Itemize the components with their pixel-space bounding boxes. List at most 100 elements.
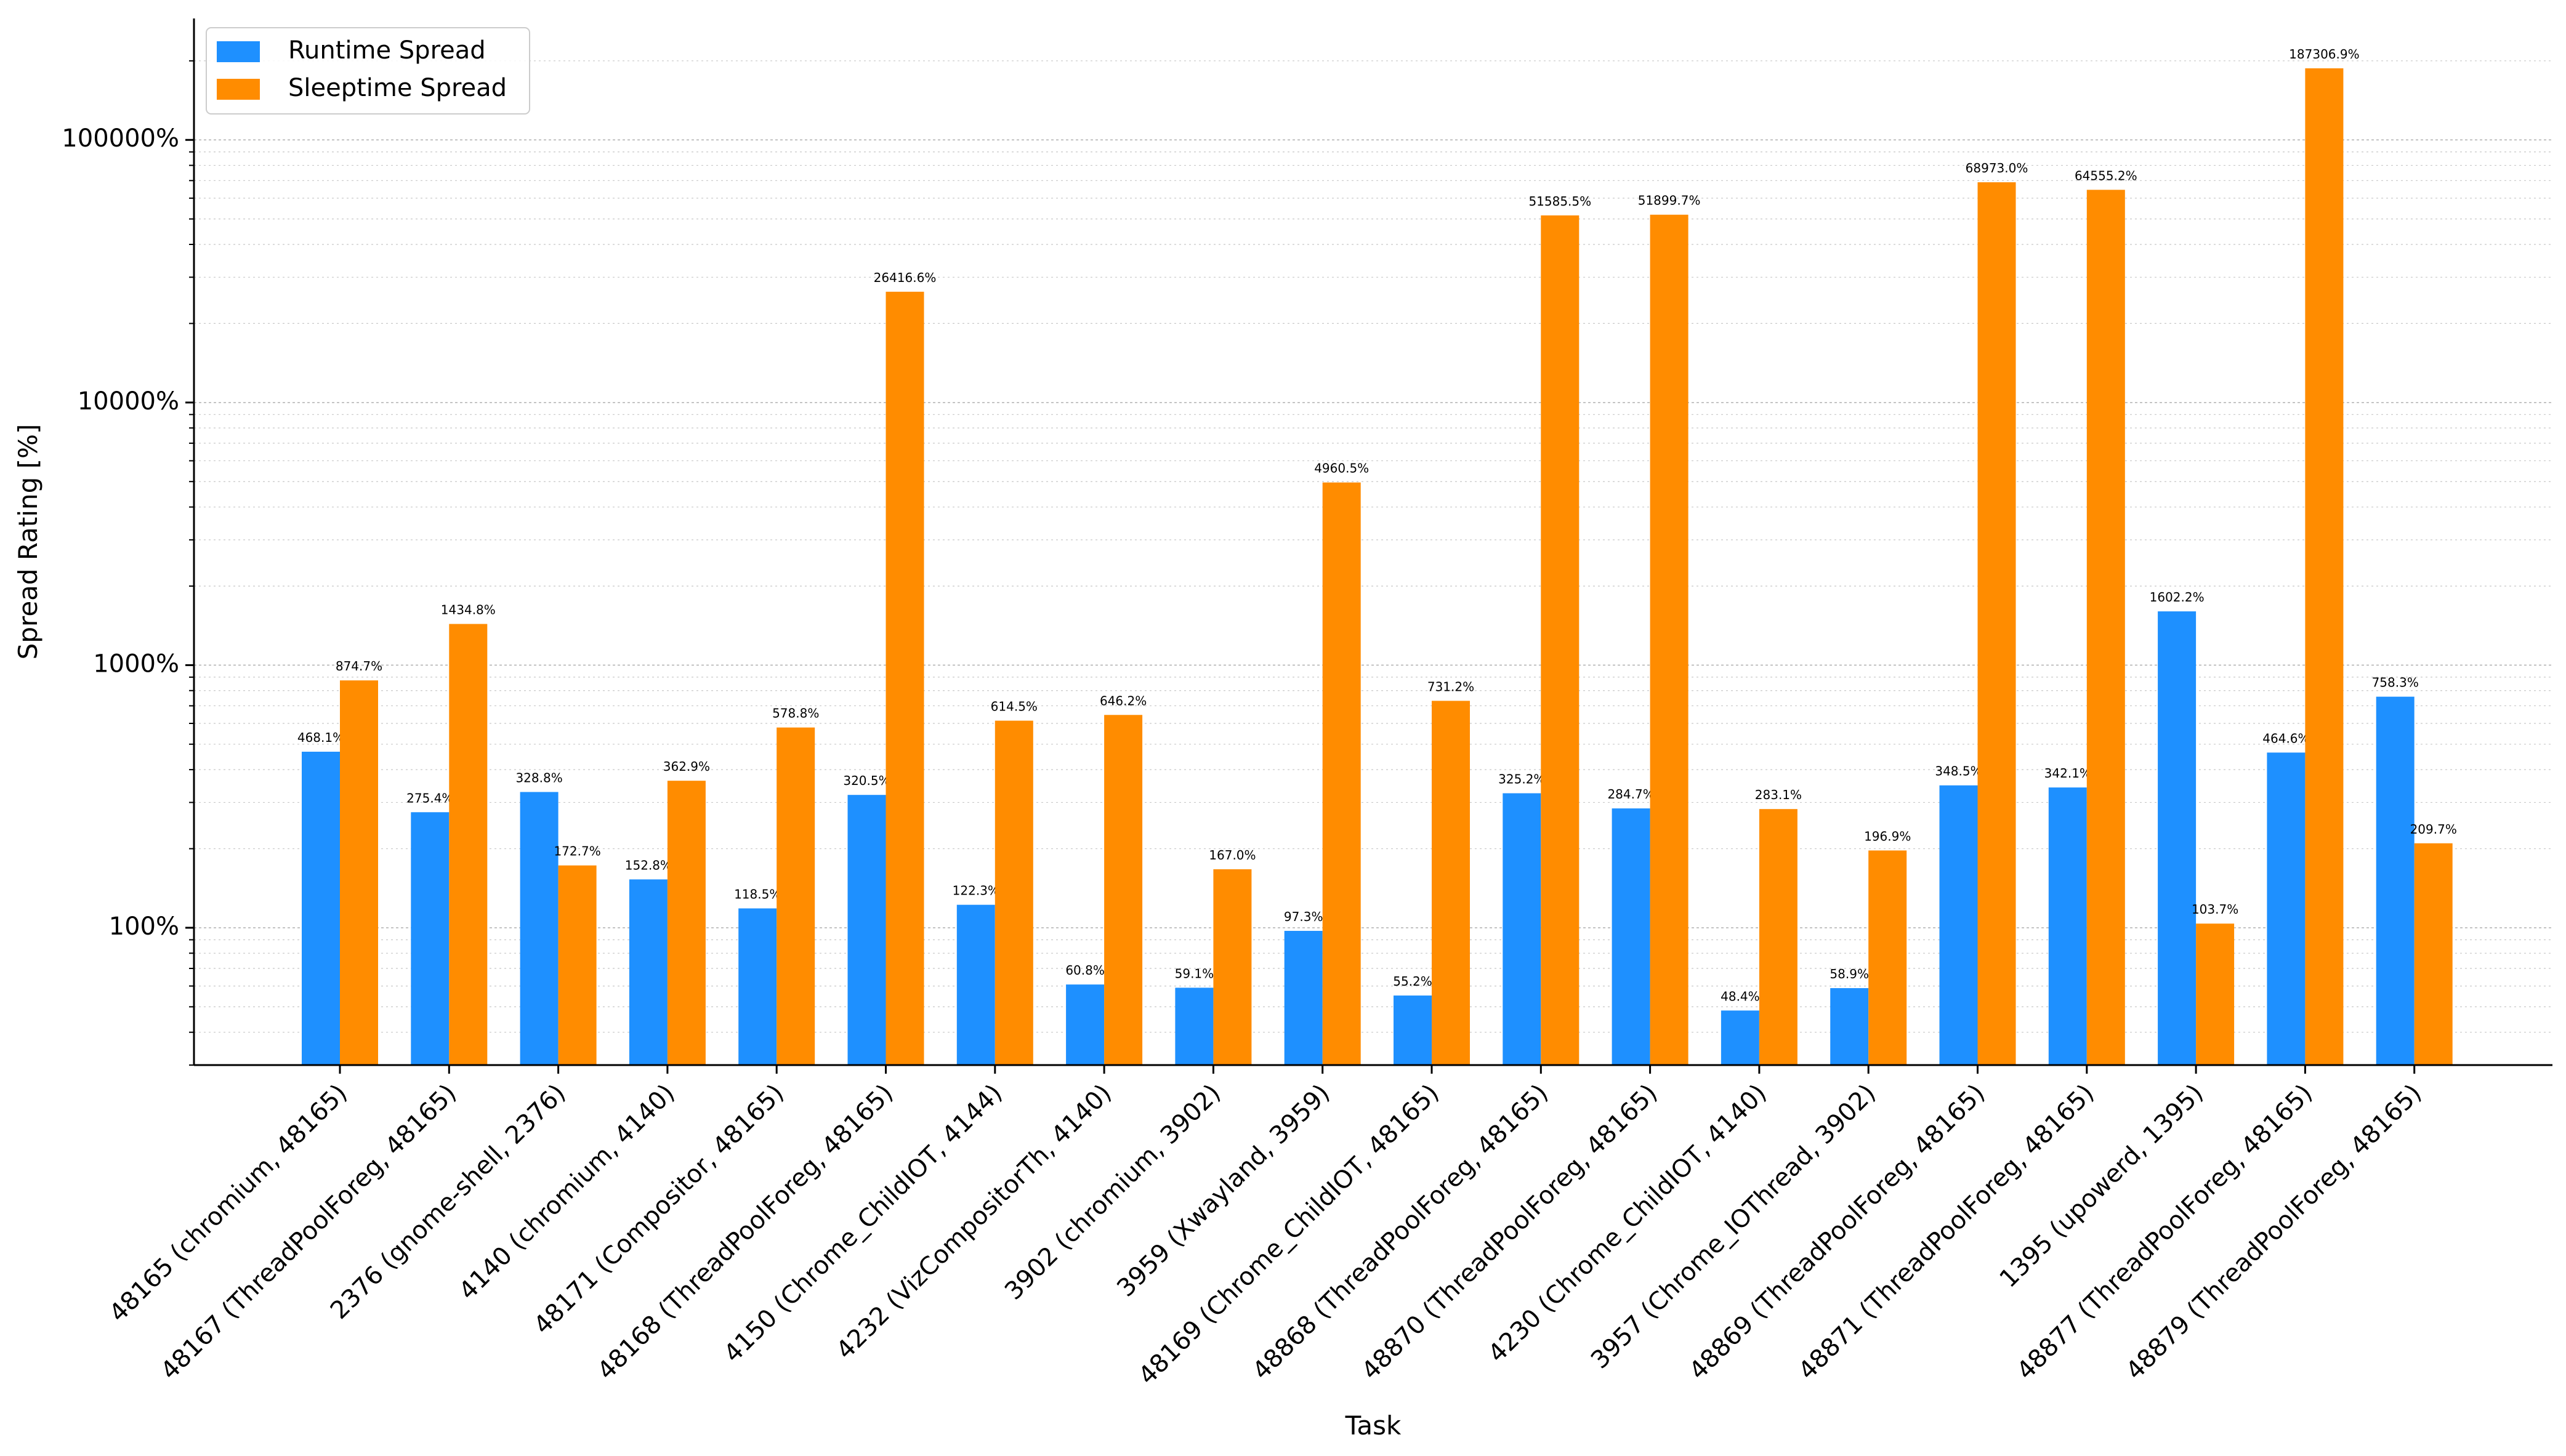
bar-sleeptime — [1322, 482, 1361, 1065]
bar-value-label: 464.6% — [2262, 731, 2309, 746]
axes-layer — [193, 18, 2552, 1066]
x-axis-label: Task — [1345, 1410, 1402, 1441]
bar-value-label: 283.1% — [1755, 787, 1802, 802]
y-axis-label: Spread Rating [%] — [13, 424, 43, 660]
y-tick-label: 1000% — [93, 650, 179, 678]
bar-value-label: 58.9% — [1830, 967, 1869, 981]
bar-sleeptime — [340, 680, 378, 1065]
bar-runtime — [1066, 984, 1105, 1065]
bar-value-label: 26416.6% — [874, 270, 937, 285]
bars-layer: 468.1% 874.7% 275.4% 1434.8% 328.8% 172.7% 152… — [297, 47, 2457, 1066]
bar-sleeptime — [2305, 68, 2344, 1065]
legend-swatch-runtime — [217, 41, 260, 62]
bar-sleeptime — [1868, 850, 1907, 1065]
bar-runtime — [956, 904, 995, 1065]
bar-value-label: 152.8% — [625, 858, 672, 872]
bar-sleeptime — [1104, 715, 1143, 1065]
bar-sleeptime — [1977, 182, 2016, 1066]
legend-swatch-sleeptime — [217, 79, 260, 100]
bar-value-label: 1434.8% — [441, 603, 496, 617]
bar-value-label: 64555.2% — [2075, 168, 2137, 183]
bar-sleeptime — [1541, 215, 1580, 1065]
bar-runtime — [2267, 752, 2306, 1065]
bar-value-label: 51899.7% — [1638, 193, 1701, 208]
bar-value-label: 731.2% — [1427, 679, 1474, 694]
bar-value-label: 59.1% — [1175, 966, 1214, 981]
bar-value-label: 187306.9% — [2289, 47, 2359, 62]
bar-value-label: 362.9% — [663, 759, 710, 774]
bar-sleeptime — [777, 727, 815, 1065]
bar-value-label: 48.4% — [1721, 989, 1760, 1004]
bar-value-label: 342.1% — [2044, 766, 2091, 781]
bar-sleeptime — [667, 781, 706, 1065]
bar-sleeptime — [995, 720, 1033, 1065]
bar-runtime — [1175, 987, 1214, 1065]
bar-runtime — [1503, 793, 1541, 1065]
bar-value-label: 325.2% — [1498, 771, 1545, 786]
bar-sleeptime — [558, 865, 597, 1065]
x-tick-label: 3959 (Xwayland, 3959) — [1112, 1079, 1335, 1302]
bar-value-label: 167.0% — [1209, 848, 1256, 863]
x-tick-label: 2376 (gnome-shell, 2376) — [325, 1079, 571, 1325]
bar-runtime — [2048, 787, 2087, 1065]
bar-runtime — [1830, 988, 1869, 1065]
bar-sleeptime — [2196, 923, 2235, 1065]
bar-value-label: 874.7% — [336, 659, 382, 674]
grid-layer — [194, 60, 2552, 1066]
bar-runtime — [302, 752, 340, 1065]
bar-value-label: 284.7% — [1607, 787, 1654, 802]
bar-sleeptime — [2086, 190, 2125, 1065]
bar-value-label: 758.3% — [2372, 675, 2419, 690]
x-tick-label: 1395 (upowerd, 1395) — [1995, 1079, 2209, 1293]
bar-value-label: 348.5% — [1935, 764, 1982, 779]
bar-sleeptime — [1213, 869, 1252, 1065]
bar-value-label: 103.7% — [2192, 902, 2238, 917]
bar-value-label: 275.4% — [406, 790, 453, 805]
bar-value-label: 51585.5% — [1528, 194, 1591, 209]
x-tick-label: 48165 (chromium, 48165) — [104, 1079, 353, 1327]
x-tick-label: 4140 (chromium, 4140) — [454, 1079, 680, 1305]
bar-value-label: 209.7% — [2410, 822, 2457, 837]
legend-box — [206, 27, 530, 115]
bar-runtime — [1939, 785, 1978, 1065]
bar-value-label: 172.7% — [554, 844, 600, 859]
bar-runtime — [2376, 696, 2415, 1065]
bar-value-label: 55.2% — [1393, 974, 1432, 989]
bar-sleeptime — [1759, 809, 1797, 1065]
bar-value-label: 468.1% — [297, 730, 344, 745]
bar-value-label: 60.8% — [1065, 963, 1105, 978]
bar-runtime — [1394, 995, 1432, 1065]
bar-runtime — [1612, 808, 1650, 1065]
bar-sleeptime — [449, 624, 488, 1065]
bar-value-label: 1602.2% — [2150, 590, 2205, 605]
bar-runtime — [520, 792, 559, 1065]
x-tick-label: 3902 (chromium, 3902) — [999, 1079, 1226, 1305]
bar-value-label: 614.5% — [991, 699, 1038, 714]
bar-value-label: 97.3% — [1284, 909, 1323, 924]
bar-value-label: 122.3% — [953, 883, 999, 898]
bar-sleeptime — [1432, 701, 1470, 1065]
bar-sleeptime — [886, 291, 924, 1065]
bar-sleeptime — [2414, 843, 2453, 1065]
bar-sleeptime — [1650, 214, 1688, 1066]
legend-label-sleeptime: Sleeptime Spread — [288, 74, 507, 102]
bar-runtime — [629, 879, 668, 1065]
bar-runtime — [847, 795, 886, 1065]
bar-value-label: 68973.0% — [1966, 161, 2028, 175]
bar-runtime — [1284, 931, 1323, 1065]
legend-label-runtime: Runtime Spread — [288, 36, 486, 65]
bar-runtime — [2158, 611, 2197, 1065]
bar-value-label: 320.5% — [843, 773, 890, 788]
bar-runtime — [1721, 1010, 1759, 1065]
y-tick-label: 100% — [109, 912, 179, 941]
bar-value-label: 328.8% — [515, 770, 562, 785]
bar-runtime — [738, 908, 777, 1065]
legend: Runtime Spread Sleeptime Spread — [206, 27, 530, 115]
bar-value-label: 646.2% — [1100, 693, 1147, 708]
y-tick-label: 100000% — [62, 124, 179, 153]
bar-value-label: 4960.5% — [1314, 461, 1369, 476]
y-tick-label: 10000% — [78, 387, 179, 416]
bar-value-label: 118.5% — [734, 887, 781, 902]
bar-value-label: 196.9% — [1864, 829, 1911, 843]
